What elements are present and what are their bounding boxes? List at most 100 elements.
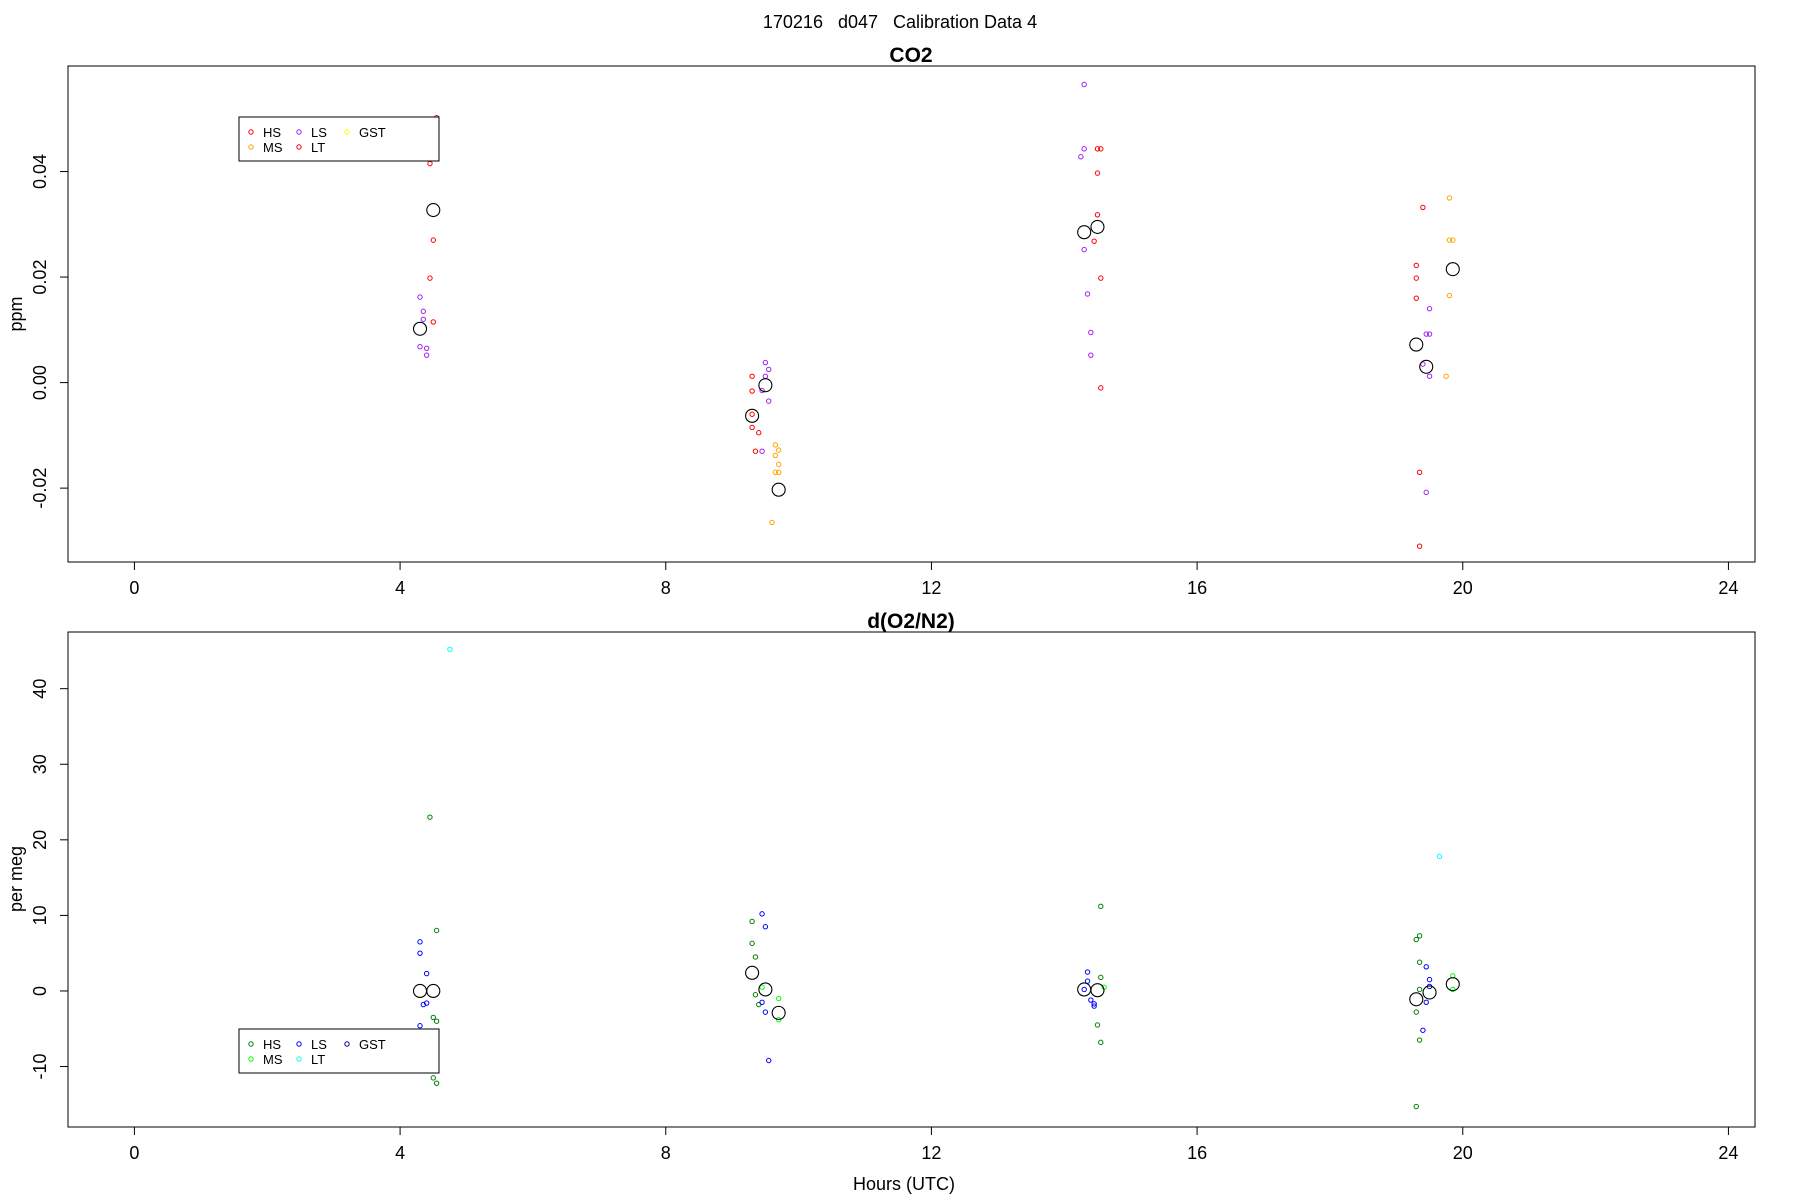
o2n2-y-tick-label: 0: [30, 986, 50, 996]
o2n2-legend-marker-ls: [296, 1041, 302, 1047]
co2-x-tick-label: 12: [921, 578, 941, 598]
o2n2-mean-point: [426, 983, 441, 999]
co2-mean-point: [1419, 359, 1434, 374]
co2-point-ls: [417, 294, 423, 300]
o2n2-mean-point: [745, 965, 760, 980]
o2n2-point-hs: [752, 992, 759, 998]
o2n2-point-hs: [749, 940, 755, 947]
o2n2-y-tick-label: 30: [30, 754, 50, 774]
co2-point-ls: [1088, 329, 1094, 336]
co2-y-tick-label: 0.02: [30, 260, 50, 295]
co2-point-ls: [1426, 373, 1433, 379]
co2-point-ms: [772, 442, 779, 448]
co2-point-ms: [1443, 373, 1449, 379]
o2n2-point-ls: [1088, 997, 1094, 1003]
co2-panel: CO2 ppm 0 4 8 12 16 20 24 -0.02 0.00 0.02 0.04 HS…: [6, 44, 1756, 598]
co2-point-hs: [1091, 238, 1097, 244]
o2n2-x-tick-label: 20: [1453, 1143, 1473, 1163]
co2-point-ls: [766, 366, 772, 373]
co2-point-lt: [752, 448, 759, 454]
co2-point-hs: [749, 411, 755, 417]
co2-legend-label-hs: HS: [263, 125, 281, 140]
co2-point-ls: [1423, 489, 1429, 496]
co2-mean-point: [426, 203, 441, 218]
o2n2-point-ls: [1081, 986, 1087, 993]
o2n2-point-ls: [1420, 1027, 1426, 1033]
co2-mean-point: [1077, 225, 1092, 240]
co2-legend-label-ls: LS: [311, 125, 327, 140]
o2n2-point-ms: [759, 984, 765, 990]
co2-point-hs: [427, 275, 433, 281]
o2n2-point-hs: [1413, 1009, 1419, 1015]
o2n2-y-tick-label: 10: [30, 905, 50, 925]
o2n2-x-tick-label: 8: [661, 1143, 671, 1163]
co2-point-ls: [1081, 81, 1087, 88]
co2-point-hs: [1098, 385, 1104, 391]
co2-y-tick-label: -0.02: [30, 468, 50, 509]
o2n2-panel-title: d(O2/N2): [867, 610, 955, 633]
o2n2-point-hs: [1416, 1037, 1423, 1043]
co2-point-ls: [762, 359, 769, 366]
co2-point-ms: [775, 461, 782, 468]
o2n2-point-hs: [1416, 959, 1423, 965]
o2n2-mean-point: [412, 983, 428, 999]
o2n2-point-ls: [1423, 964, 1429, 970]
co2-point-hs: [427, 160, 433, 167]
o2n2-point-hs: [1413, 936, 1419, 943]
o2n2-mean-point: [771, 1005, 786, 1020]
o2n2-panel: d(O2/N2) per meg Hours (UTC) 0 4 8 12 16 20 24…: [6, 610, 1756, 1194]
o2n2-point-ls: [759, 999, 765, 1006]
o2n2-y-axis: -10 0 10 20 30 40: [30, 679, 69, 1080]
co2-y-axis-label: ppm: [6, 296, 26, 331]
o2n2-mean-point: [1409, 992, 1424, 1007]
co2-point-ls: [423, 345, 430, 351]
o2n2-mean-point: [758, 982, 773, 997]
o2n2-legend-marker-ms: [248, 1056, 254, 1062]
o2n2-point-ls: [759, 911, 765, 917]
co2-x-tick-label: 24: [1718, 578, 1738, 598]
o2n2-point-ls: [417, 950, 423, 956]
co2-legend-label-gst: GST: [359, 125, 386, 140]
o2n2-point-lt: [447, 646, 453, 653]
co2-point-hs: [1094, 212, 1101, 218]
o2n2-point-hs: [1098, 903, 1104, 910]
o2n2-point-ms: [775, 1016, 782, 1023]
co2-legend-marker-gst: [344, 129, 350, 135]
co2-point-ls: [1078, 154, 1084, 160]
co2-x-tick-label: 0: [129, 578, 139, 598]
o2n2-mean-point: [1090, 983, 1105, 998]
o2n2-point-hs: [1094, 1022, 1101, 1028]
co2-mean-point: [745, 408, 760, 423]
co2-y-axis: -0.02 0.00 0.02 0.04: [30, 154, 69, 509]
co2-y-tick-label: 0.00: [30, 365, 50, 400]
co2-x-tick-label: 20: [1453, 578, 1473, 598]
co2-point-hs: [756, 430, 762, 436]
o2n2-x-tick-label: 0: [129, 1143, 139, 1163]
co2-point-hs: [749, 424, 755, 431]
o2n2-point-hs: [433, 1018, 440, 1024]
co2-point-ls: [1426, 306, 1433, 312]
co2-point-ls: [766, 398, 772, 404]
co2-point-ls: [759, 387, 765, 394]
co2-legend-label-ms: MS: [263, 140, 283, 155]
co2-point-ls: [423, 352, 430, 358]
o2n2-y-tick-label: 40: [30, 679, 50, 699]
co2-point-ls: [420, 308, 427, 315]
co2-point-ls: [762, 373, 769, 379]
o2n2-x-tick-label: 16: [1187, 1143, 1207, 1163]
o2n2-legend-label-ls: LS: [311, 1037, 327, 1052]
co2-point-hs: [1420, 204, 1426, 211]
co2-legend-marker-hs: [248, 129, 254, 135]
o2n2-y-tick-label: -10: [30, 1054, 50, 1080]
co2-point-ms: [775, 469, 782, 475]
co2-legend-label-lt: LT: [311, 140, 325, 155]
o2n2-legend-marker-gst: [344, 1041, 350, 1047]
co2-point-ms: [1446, 292, 1453, 299]
co2-point-hs: [1094, 146, 1101, 152]
o2n2-point-hs: [433, 1080, 440, 1086]
o2n2-point-ls: [1084, 969, 1091, 975]
o2n2-point-ms: [775, 995, 782, 1002]
o2n2-x-tick-label: 24: [1718, 1143, 1738, 1163]
